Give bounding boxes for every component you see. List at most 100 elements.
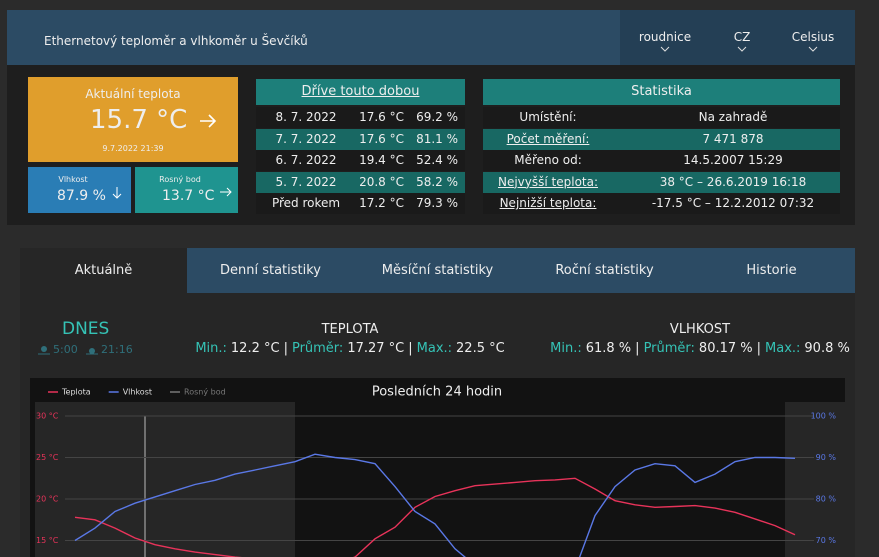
menu-units[interactable]: Celsius xyxy=(780,10,846,65)
sunrise: 5:00 xyxy=(53,343,78,356)
history-row: 8. 7. 2022 17.6 °C 69.2 % xyxy=(256,107,465,128)
stats-row: Nejvyšší teplota: 38 °C – 26.6.2019 16:18 xyxy=(483,171,840,193)
current-temperature[interactable]: Aktuální teplota 15.7 °C 9.7.2022 21:39 xyxy=(28,77,238,162)
stats-row: Počet měření: 7 471 878 xyxy=(483,128,840,150)
stat-value: -17.5 °C – 12.2.2012 07:32 xyxy=(651,196,815,210)
chart-title: Posledních 24 hodin xyxy=(372,385,502,400)
cell: 8. 7. 2022 xyxy=(275,110,337,124)
separator: | xyxy=(408,341,413,356)
menu-label: CZ xyxy=(733,30,751,44)
history-row: 5. 7. 2022 20.8 °C 58.2 % xyxy=(256,171,465,193)
stat-value: Na zahradě xyxy=(698,110,768,124)
temp-title: TEPLOTA xyxy=(321,322,379,337)
sunset: 21:16 xyxy=(101,343,133,356)
dew-box[interactable]: Rosný bod 13.7 °C xyxy=(135,167,238,213)
menu-label: roudnice xyxy=(638,30,692,44)
stat-label[interactable]: Počet měření: xyxy=(506,131,590,146)
tab[interactable]: Denní statistiky xyxy=(187,248,354,293)
stat-name: Max.: xyxy=(765,341,801,356)
series-line xyxy=(74,453,796,557)
cell: 19.4 °C xyxy=(359,153,404,167)
tab[interactable]: Historie xyxy=(688,248,855,293)
separator: | xyxy=(756,341,762,356)
stats-table: Statistika Umístění: Na zahradě Počet měře… xyxy=(483,79,840,214)
stat-value: 80.17 % xyxy=(698,341,753,356)
cell: 69.2 % xyxy=(416,110,458,124)
separator: | xyxy=(635,341,640,356)
cell: 20.8 °C xyxy=(359,174,404,189)
value: 87.9 % xyxy=(57,188,106,204)
stat-value: 17.27 °C xyxy=(347,341,405,356)
stat-name: Max.: xyxy=(416,341,453,356)
cell: 7. 7. 2022 xyxy=(275,131,337,146)
humidity-box[interactable]: Vlhkost 87.9 % xyxy=(28,167,131,213)
label: Aktuální teplota xyxy=(85,87,181,101)
stat-name: Průměr: xyxy=(643,341,695,356)
stats-row: Umístění: Na zahradě xyxy=(483,107,840,128)
menu-label: Celsius xyxy=(791,30,835,44)
arrow-icon xyxy=(200,114,217,128)
legend-label: Vlhkost xyxy=(123,388,152,397)
tab[interactable]: Měsíční statistiky xyxy=(354,248,521,293)
history-row: 6. 7. 2022 19.4 °C 52.4 % xyxy=(256,150,465,171)
stat-value: 90.8 % xyxy=(804,341,850,356)
cell: 17.6 °C xyxy=(359,110,404,124)
y-tick-label: 25 °C xyxy=(36,453,59,462)
stat-label: Umístění: xyxy=(519,110,577,124)
cell: 17.6 °C xyxy=(359,131,404,146)
separator: | xyxy=(283,341,288,356)
today-label: DNES xyxy=(62,319,110,339)
hum-title: VLHKOST xyxy=(669,322,731,337)
value: 13.7 °C xyxy=(162,188,215,204)
y-tick-label: 20 °C xyxy=(36,495,59,504)
stat-label[interactable]: Nejvyšší teplota: xyxy=(497,174,599,189)
menu-language[interactable]: CZ xyxy=(712,10,772,65)
stat-label[interactable]: Nejnižší teplota: xyxy=(499,196,597,210)
tab[interactable]: Aktuálně xyxy=(20,248,187,293)
y-tick-label: 15 °C xyxy=(36,536,59,545)
temp-stats: Min.: 12.2 °C | Průměr: 17.27 °C | Max.: 22.5 °… xyxy=(180,341,520,356)
menu-bar xyxy=(620,10,855,65)
night-shade xyxy=(785,402,845,557)
value: 15.7 °C xyxy=(90,105,188,135)
stats-row: Měřeno od: 14.5.2007 15:29 xyxy=(483,150,840,171)
stat-value: 14.5.2007 15:29 xyxy=(683,153,783,167)
title: Dříve touto dobou xyxy=(301,84,420,99)
label: Rosný bod xyxy=(159,175,201,184)
hum-stats: Min.: 61.8 % | Průměr: 80.17 % | Max.: 90.8 % xyxy=(530,341,870,356)
legend-label: Rosný bod xyxy=(184,388,226,397)
stat-value: 38 °C – 26.6.2019 16:18 xyxy=(659,174,807,189)
cell: 79.3 % xyxy=(416,196,458,210)
y2-tick-label: 90 % xyxy=(816,453,837,462)
y2-tick-label: 80 % xyxy=(816,495,837,504)
night-shade xyxy=(35,402,295,557)
history-row: Před rokem 17.2 °C 79.3 % xyxy=(256,193,465,214)
stat-value: 7 471 878 xyxy=(702,131,764,146)
sunset-icon xyxy=(86,348,98,355)
stat-value: 22.5 °C xyxy=(456,341,505,356)
label: Vlhkost xyxy=(58,175,88,184)
date: 9.7.2022 21:39 xyxy=(102,144,164,153)
history-row: 7. 7. 2022 17.6 °C 81.1 % xyxy=(256,128,465,150)
cell: 5. 7. 2022 xyxy=(275,174,337,189)
arrow-icon xyxy=(220,187,232,197)
series-line xyxy=(74,477,796,557)
y-tick-label: 30 °C xyxy=(36,412,59,421)
menu-location[interactable]: roudnice xyxy=(630,10,700,65)
stat-value: 12.2 °C xyxy=(230,341,280,356)
cell: 6. 7. 2022 xyxy=(275,153,337,167)
stat-name: Průměr: xyxy=(291,341,344,356)
legend-label: Teplota xyxy=(61,388,91,397)
cell: Před rokem xyxy=(271,196,341,210)
tab[interactable]: Roční statistiky xyxy=(521,248,688,293)
cell: 81.1 % xyxy=(416,131,458,146)
stat-name: Min.: xyxy=(195,341,227,356)
sunrise-icon xyxy=(38,346,50,355)
table-title: Statistika xyxy=(483,79,840,105)
table-title[interactable]: Dříve touto dobou xyxy=(256,79,465,105)
cell: 52.4 % xyxy=(416,153,458,167)
history-table: Dříve touto dobou 8. 7. 2022 17.6 °C 69.2 … xyxy=(256,79,465,214)
y2-tick-label: 70 % xyxy=(816,536,837,545)
stat-label: Měřeno od: xyxy=(514,153,582,167)
